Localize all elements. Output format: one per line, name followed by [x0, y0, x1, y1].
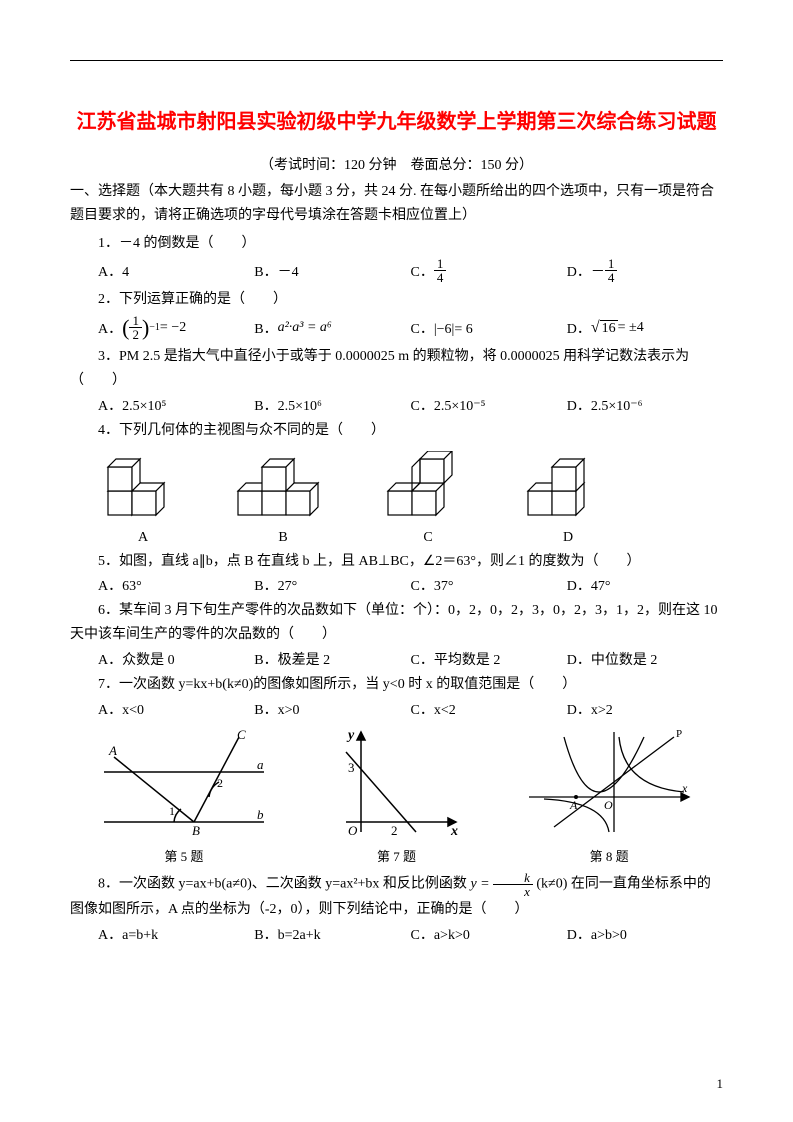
- exam-info: （考试时间：120 分钟 卷面总分：150 分）: [70, 154, 723, 174]
- svg-text:A: A: [569, 798, 578, 812]
- q8-opt-d: D．a>b>0: [567, 924, 723, 944]
- q2-opt-c: C．|−6|= 6: [411, 318, 567, 338]
- svg-text:2: 2: [391, 823, 398, 837]
- svg-text:a: a: [257, 757, 264, 772]
- q7-opt-d: D．x>2: [567, 699, 723, 719]
- q6-opt-b: B．极差是 2: [254, 649, 410, 669]
- q7-opt-c: C．x<2: [411, 699, 567, 719]
- fig8-label: 第 8 题: [524, 846, 694, 865]
- svg-text:b: b: [257, 807, 264, 822]
- svg-text:x: x: [450, 824, 458, 837]
- svg-text:y: y: [346, 728, 355, 743]
- q2-opt-a: A． (12)−1 = −2: [98, 314, 254, 341]
- q5-opt-b: B．27°: [254, 575, 410, 595]
- q8-opt-a: A．a=b+k: [98, 924, 254, 944]
- q4-figures: A B: [98, 451, 723, 546]
- q3-opt-a: A．2.5×10⁵: [98, 395, 254, 415]
- q2-opt-d: D． √16 = ±4: [567, 318, 723, 338]
- fig7-label: 第 7 题: [326, 846, 466, 865]
- svg-text:A: A: [108, 743, 117, 758]
- q6-opt-d: D．中位数是 2: [567, 649, 723, 669]
- q5-opt-a: A．63°: [98, 575, 254, 595]
- q8-opt-c: C．a>k>0: [411, 924, 567, 944]
- q1-opt-c: C． 14: [411, 257, 567, 284]
- cube-fig-d: [518, 451, 618, 521]
- svg-text:P: P: [676, 728, 682, 740]
- q6-opt-c: C．平均数是 2: [411, 649, 567, 669]
- q7-stem: 7．一次函数 y=kx+b(k≠0)的图像如图所示，当 y<0 时 x 的取值范…: [70, 673, 723, 697]
- q7-opt-b: B．x>0: [254, 699, 410, 719]
- q3-opt-d: D．2.5×10⁻⁶: [567, 395, 723, 415]
- q3-stem: 3．PM 2.5 是指大气中直径小于或等于 0.0000025 m 的颗粒物，将…: [70, 345, 723, 393]
- q1-opt-b: B．－4: [254, 261, 410, 281]
- q4-stem: 4．下列几何体的主视图与众不同的是（ ）: [70, 419, 723, 443]
- q4-label-a: A: [98, 530, 188, 546]
- q3-opt-c: C．2.5×10⁻⁵: [411, 395, 567, 415]
- q5-opt-d: D．47°: [567, 575, 723, 595]
- section-1-head: 一、选择题（本大题共有 8 小题，每小题 3 分，共 24 分. 在每小题所给出…: [70, 180, 723, 228]
- q4-label-b: B: [228, 530, 338, 546]
- q4-label-d: D: [518, 530, 618, 546]
- svg-text:2: 2: [217, 776, 223, 790]
- fig5-label: 第 5 题: [99, 846, 269, 865]
- q4-label-c: C: [378, 530, 478, 546]
- q7-opt-a: A．x<0: [98, 699, 254, 719]
- q2-opt-b: B．a²·a³ = a⁶: [254, 318, 410, 338]
- q2-stem: 2．下列运算正确的是（ ）: [70, 288, 723, 312]
- q6-stem: 6．某车间 3 月下旬生产零件的次品数如下（单位：个）：0，2，0，2，3，0，…: [70, 599, 723, 647]
- q3-opt-b: B．2.5×10⁶: [254, 395, 410, 415]
- doc-title: 江苏省盐城市射阳县实验初级中学九年级数学上学期第三次综合练习试题: [70, 100, 723, 144]
- page-number: 1: [717, 1076, 724, 1092]
- figure-q5: A C B a b 2 1: [99, 727, 269, 837]
- svg-text:O: O: [604, 798, 613, 812]
- q5-stem: 5．如图，直线 a∥b，点 B 在直线 b 上，且 AB⊥BC，∠2＝63°，则…: [70, 550, 723, 574]
- svg-text:C: C: [237, 727, 246, 742]
- q1-opt-a: A．4: [98, 261, 254, 281]
- svg-text:O: O: [348, 823, 358, 837]
- q5-opt-c: C．37°: [411, 575, 567, 595]
- svg-text:x: x: [681, 781, 688, 795]
- cube-fig-a: [98, 451, 188, 521]
- figure-q7: x y 3 2 O: [326, 727, 466, 837]
- svg-text:3: 3: [348, 760, 355, 775]
- q6-opt-a: A．众数是 0: [98, 649, 254, 669]
- q8-opt-b: B．b=2a+k: [254, 924, 410, 944]
- q1-opt-d: D．－ 14: [567, 257, 723, 284]
- svg-text:B: B: [192, 823, 200, 837]
- cube-fig-b: [228, 451, 338, 521]
- svg-text:1: 1: [169, 804, 175, 818]
- figure-q8: A O x P: [524, 727, 694, 837]
- q1-stem: 1．－4 的倒数是（ ）: [70, 232, 723, 256]
- q8-stem: 8．一次函数 y=ax+b(a≠0)、二次函数 y=ax²+bx 和反比例函数 …: [70, 871, 723, 922]
- cube-fig-c: [378, 451, 478, 521]
